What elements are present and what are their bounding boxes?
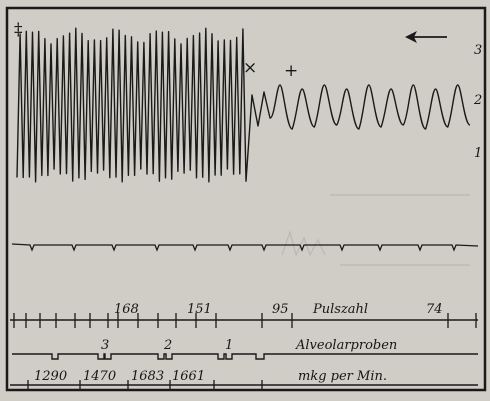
series-line-volume-trace: [16, 27, 471, 183]
work-value-label: 1661: [172, 369, 205, 384]
direction-arrow: [405, 31, 447, 43]
work-value-label: 1290: [34, 369, 67, 384]
start-mark: ‡: [14, 20, 23, 40]
work-value-label: 1683: [131, 369, 164, 384]
pulse-value-label: 95: [272, 302, 289, 317]
work-scale-ticks: [27, 380, 263, 390]
work-scale-label: mkg per Min.: [298, 369, 387, 384]
alveolar-scale-label: Alveolarproben: [295, 338, 397, 353]
alveolar-sample-line: [12, 353, 478, 360]
pulse-value-label: 74: [426, 302, 443, 317]
background-show-through: [281, 194, 470, 266]
trace-scale-label-1: 1: [474, 146, 482, 161]
trace-scale-label-3: 3: [474, 43, 482, 58]
pulse-value-label: 168: [114, 302, 139, 317]
pulse-value-label: 151: [187, 302, 212, 317]
pulse-scale-ticks: [13, 313, 477, 328]
alveolar-sample-number: 2: [163, 338, 172, 353]
trace-scale-label-2: 2: [473, 93, 482, 108]
stop-mark: ×: [243, 58, 257, 78]
alveolar-sample-number: 3: [101, 338, 109, 353]
work-value-label: 1470: [83, 369, 116, 384]
plot-frame: [5, 6, 487, 392]
alveolar-sample-number: 1: [225, 338, 233, 353]
resume-mark: +: [284, 61, 298, 81]
series-line-event-trace: [11, 243, 479, 252]
pulse-scale-label: Pulszahl: [312, 302, 368, 317]
